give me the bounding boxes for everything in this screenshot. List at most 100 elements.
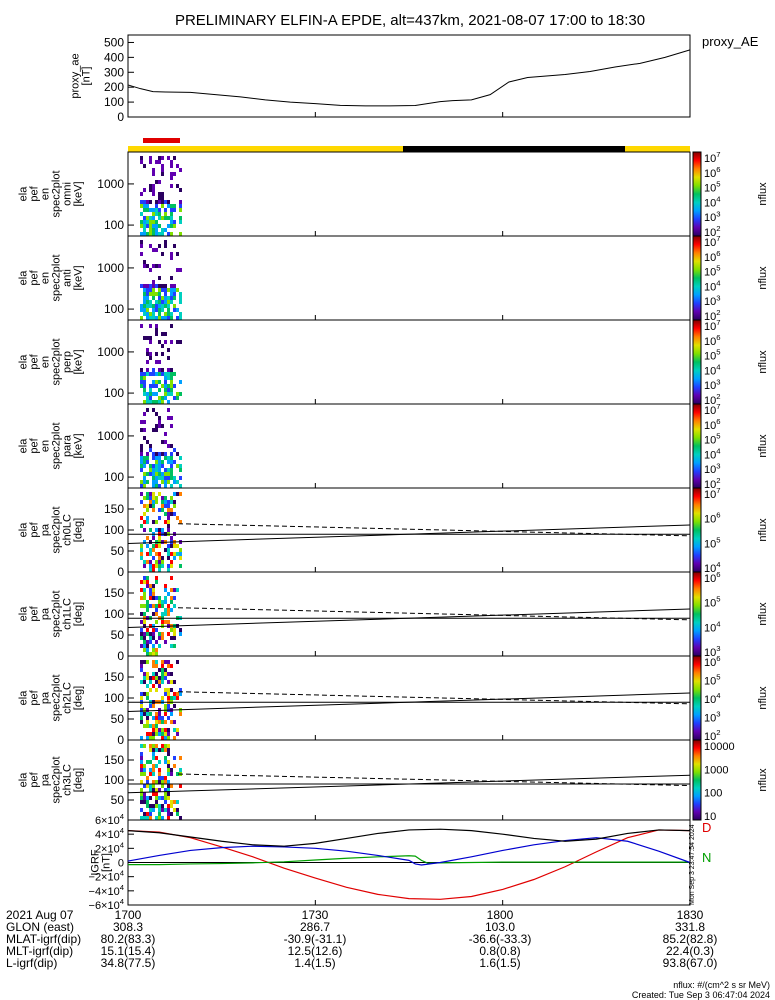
spectrogram-cell: [164, 776, 167, 780]
spectrogram-cell: [146, 732, 149, 736]
spectrogram-ytick-label: 100: [104, 302, 124, 316]
spectrogram-cell: [152, 184, 155, 188]
spectrogram-cell: [179, 392, 182, 396]
spectrogram-cell: [176, 732, 179, 736]
spectrogram-cells: [140, 408, 182, 488]
spectrogram-ytick-label: 100: [104, 218, 124, 232]
colorbar-tick-label: 105: [704, 432, 721, 447]
spectrogram-cell: [170, 588, 173, 592]
spectrogram-cell: [167, 780, 170, 784]
spectrogram-cell: [143, 592, 146, 596]
spectrogram-cell: [158, 472, 161, 476]
spectrogram-cell: [179, 484, 182, 488]
footer-text: Created: Tue Sep 3 06:47:04 2024: [632, 990, 770, 1000]
spectrogram-cell: [143, 784, 146, 788]
spectrogram-cell: [167, 732, 170, 736]
proxy-ae-ytick-label: 200: [104, 80, 124, 94]
spectrogram-cell: [152, 480, 155, 484]
axis-label-line: pa: [40, 691, 52, 704]
spectrogram-cell: [176, 552, 179, 556]
spectrogram-cell: [173, 476, 176, 480]
proxy-ae-ytick-label: 400: [104, 50, 124, 64]
spectrogram-cell: [146, 264, 149, 268]
spectrogram-cell: [155, 468, 158, 472]
spectrogram-cell: [143, 292, 146, 296]
spectrogram-cell: [170, 160, 173, 164]
colorbar-tick-label: 107: [704, 486, 721, 501]
colorbar-label-group: nflux: [757, 434, 769, 458]
spectrogram-cell: [164, 440, 167, 444]
spectrogram-cell: [149, 588, 152, 592]
spectrogram-cell: [155, 528, 158, 532]
spectrogram-cell: [161, 252, 164, 256]
spectrogram-cell: [143, 200, 146, 204]
colorbar-tick-label: 105: [704, 673, 721, 688]
spectrogram-cell: [140, 252, 143, 256]
spectrogram-frame: [127, 403, 691, 489]
spectrogram-cell: [164, 452, 167, 456]
spectrogram-cell: [170, 500, 173, 504]
spectrogram-cell: [152, 232, 155, 236]
pa-ytick-label: 150: [104, 670, 124, 684]
spectrogram-cell: [143, 228, 146, 232]
spectrogram-cell: [155, 560, 158, 564]
igrf-ytick-label: 0: [118, 858, 124, 870]
spectrogram-cell: [146, 312, 149, 316]
spectrogram-cell: [143, 660, 146, 664]
spectrogram-cell: [161, 472, 164, 476]
spectrogram-cell: [170, 224, 173, 228]
sunlit-bar: [625, 146, 690, 152]
axis-label-line: [nT]: [101, 853, 113, 872]
pa-ytick-label: 0: [117, 649, 124, 663]
spectrogram-cell: [176, 800, 179, 804]
spectrogram-cell: [158, 636, 161, 640]
spectrogram-cell: [164, 600, 167, 604]
spectrogram-cell: [161, 808, 164, 812]
spectrogram-cell: [161, 440, 164, 444]
ephemeris-value: -36.6(-33.3): [469, 932, 532, 946]
ephemeris-value: 1730: [302, 908, 329, 922]
spectrogram-cell: [146, 492, 149, 496]
spectrogram-cell: [143, 220, 146, 224]
ephemeris-value: 1.6(1.5): [479, 956, 520, 970]
colorbar-tick-label: 100: [704, 788, 722, 800]
spectrogram-cell: [167, 512, 170, 516]
spectrogram-cell: [167, 316, 170, 320]
spectrogram-cell: [155, 472, 158, 476]
spectrogram-cell: [152, 408, 155, 412]
igrf-legend-n: N: [702, 850, 711, 865]
spectrogram-cell: [152, 368, 155, 372]
spectrogram-cell: [167, 728, 170, 732]
spectrogram-cell: [146, 776, 149, 780]
colorbar-tick-label: 107: [704, 234, 721, 249]
spectrogram-cell: [146, 200, 149, 204]
ephemeris-value: 103.0: [485, 920, 515, 934]
spectrogram-cell: [146, 684, 149, 688]
spectrogram-cell: [173, 736, 176, 740]
spectrogram-cell: [170, 212, 173, 216]
spectrogram-cell: [155, 452, 158, 456]
spectrogram-cell: [167, 620, 170, 624]
proxy-ae-ytick-label: 0: [117, 110, 124, 124]
colorbar-tick-label: 107: [704, 150, 721, 165]
spectrogram-cell: [155, 180, 158, 184]
spectrogram-cell: [176, 464, 179, 468]
spectrogram-cell: [149, 392, 152, 396]
spectrogram-cell: [146, 316, 149, 320]
spectrogram-cell: [158, 680, 161, 684]
spectrogram-cell: [155, 800, 158, 804]
spectrogram-cell: [179, 816, 182, 820]
spectrogram-cell: [152, 392, 155, 396]
spectrogram-cell: [155, 720, 158, 724]
colorbar-label: nflux: [757, 266, 769, 290]
spectrogram-cell: [140, 788, 143, 792]
spectrogram-cell: [158, 276, 161, 280]
spectrogram-cell: [158, 768, 161, 772]
proxy-ae-ytick-label: 100: [104, 95, 124, 109]
spectrogram-cell: [158, 492, 161, 496]
spectrogram-cell: [158, 264, 161, 268]
spectrogram-cell: [143, 312, 146, 316]
spectrogram-ylabel: ela pef pa spec2plot ch2LC [deg]: [18, 674, 85, 721]
spectrogram-cell: [176, 808, 179, 812]
spectrogram-cell: [155, 540, 158, 544]
